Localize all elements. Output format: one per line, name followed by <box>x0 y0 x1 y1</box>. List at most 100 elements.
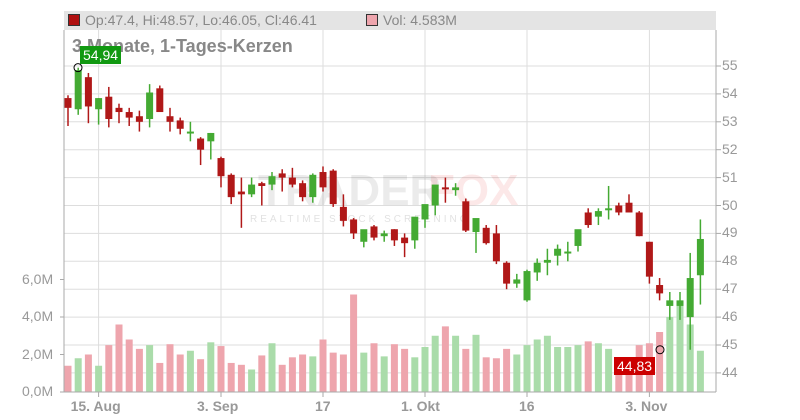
volume-bar <box>268 343 276 392</box>
volume-bar <box>482 357 490 392</box>
volume-tick-label: 2,0M <box>22 345 54 362</box>
volume-bar <box>686 324 694 392</box>
candle <box>492 233 500 262</box>
candle <box>686 278 694 318</box>
volume-bar <box>666 317 674 392</box>
volume-tick-label: 0,0M <box>22 383 54 399</box>
candle <box>186 131 194 134</box>
volume-bar <box>452 335 460 392</box>
candle <box>125 112 133 118</box>
candle <box>227 174 235 198</box>
candle <box>401 237 409 244</box>
volume-bar <box>605 348 613 392</box>
price-tick-label: 51 <box>722 168 738 185</box>
price-tick-label: 44 <box>722 363 738 380</box>
candle <box>64 98 72 108</box>
volume-bar <box>166 344 174 392</box>
volume-bar <box>370 343 378 392</box>
volume-tick-label: 6,0M <box>22 270 54 287</box>
price-tick-label: 48 <box>722 252 738 269</box>
volume-bar <box>441 326 449 392</box>
volume-bar <box>135 348 143 392</box>
candle <box>248 184 256 195</box>
candle <box>370 226 378 238</box>
candle <box>95 98 103 110</box>
candle <box>156 88 164 113</box>
candle <box>676 300 684 306</box>
candle <box>360 229 368 242</box>
volume-bar <box>533 339 541 392</box>
volume-bar <box>207 342 215 392</box>
date-tick-label: 15. Aug <box>70 398 121 414</box>
chart-legend: Op:47.4, Hi:48.57, Lo:46.05, Cl:46.41 Vo… <box>64 11 716 30</box>
volume-bar <box>64 365 72 392</box>
date-tick-label: 1. Okt <box>401 398 440 414</box>
volume-bar <box>523 345 531 392</box>
candle <box>441 187 449 190</box>
candle <box>258 183 266 186</box>
candle <box>625 202 633 213</box>
candle <box>635 212 643 237</box>
volume-bar <box>421 347 429 392</box>
candle <box>166 116 174 122</box>
candle <box>554 248 562 256</box>
candle <box>309 174 317 198</box>
candle <box>513 279 521 284</box>
candle <box>523 271 531 301</box>
candle <box>564 251 572 254</box>
candle <box>146 92 154 120</box>
candle <box>584 212 592 226</box>
candle <box>594 211 602 217</box>
volume-bar <box>411 357 419 392</box>
volume-bar <box>462 348 470 392</box>
volume-bar <box>564 347 572 392</box>
legend-ohlc: Op:47.4, Hi:48.57, Lo:46.05, Cl:46.41 <box>68 11 317 30</box>
volume-bar <box>696 350 704 392</box>
date-tick-label: 17 <box>315 398 331 414</box>
legend-volume: Vol: 4.583M <box>366 11 457 30</box>
volume-bar <box>431 335 439 392</box>
volume-bar <box>227 362 235 392</box>
volume-bar <box>615 362 623 392</box>
volume-bar <box>472 334 480 392</box>
candle <box>329 170 337 205</box>
candle <box>645 241 653 277</box>
date-tick-label: 16 <box>519 398 535 414</box>
volume-bar <box>176 354 184 392</box>
volume-bar <box>146 345 154 392</box>
ohlc-swatch-icon <box>68 14 80 26</box>
volume-bar <box>584 341 592 392</box>
volume-swatch-icon <box>366 14 378 26</box>
price-tick-label: 55 <box>722 57 738 73</box>
candle <box>176 120 184 129</box>
date-tick-label: 3. Sep <box>197 398 239 414</box>
candle <box>339 206 347 221</box>
volume-bar <box>258 355 266 392</box>
candle <box>299 183 307 198</box>
candle <box>105 96 113 120</box>
candle <box>666 300 674 306</box>
candle <box>197 138 205 150</box>
svg-text:REALTIME STOCK SCREENING: REALTIME STOCK SCREENING <box>250 214 471 225</box>
candle <box>217 158 225 177</box>
candle <box>319 172 327 188</box>
candle <box>482 227 490 244</box>
watermark-logo: TRADER <box>258 166 441 215</box>
price-tick-label: 52 <box>722 140 738 157</box>
candle <box>503 262 511 284</box>
volume-bar <box>513 354 521 392</box>
date-tick-label: 3. Nov <box>625 398 668 414</box>
candle <box>574 229 582 246</box>
volume-bar <box>95 365 103 392</box>
candle <box>135 116 143 122</box>
volume-bar <box>125 339 133 392</box>
price-tick-label: 47 <box>722 280 738 297</box>
volume-bar <box>278 364 286 392</box>
low-price-label: 44,83 <box>614 357 656 375</box>
price-tick-label: 53 <box>722 112 738 129</box>
candle <box>656 285 664 294</box>
volume-bar <box>401 348 409 392</box>
candle <box>278 173 286 178</box>
volume-bar <box>574 345 582 392</box>
volume-bar <box>656 332 664 392</box>
